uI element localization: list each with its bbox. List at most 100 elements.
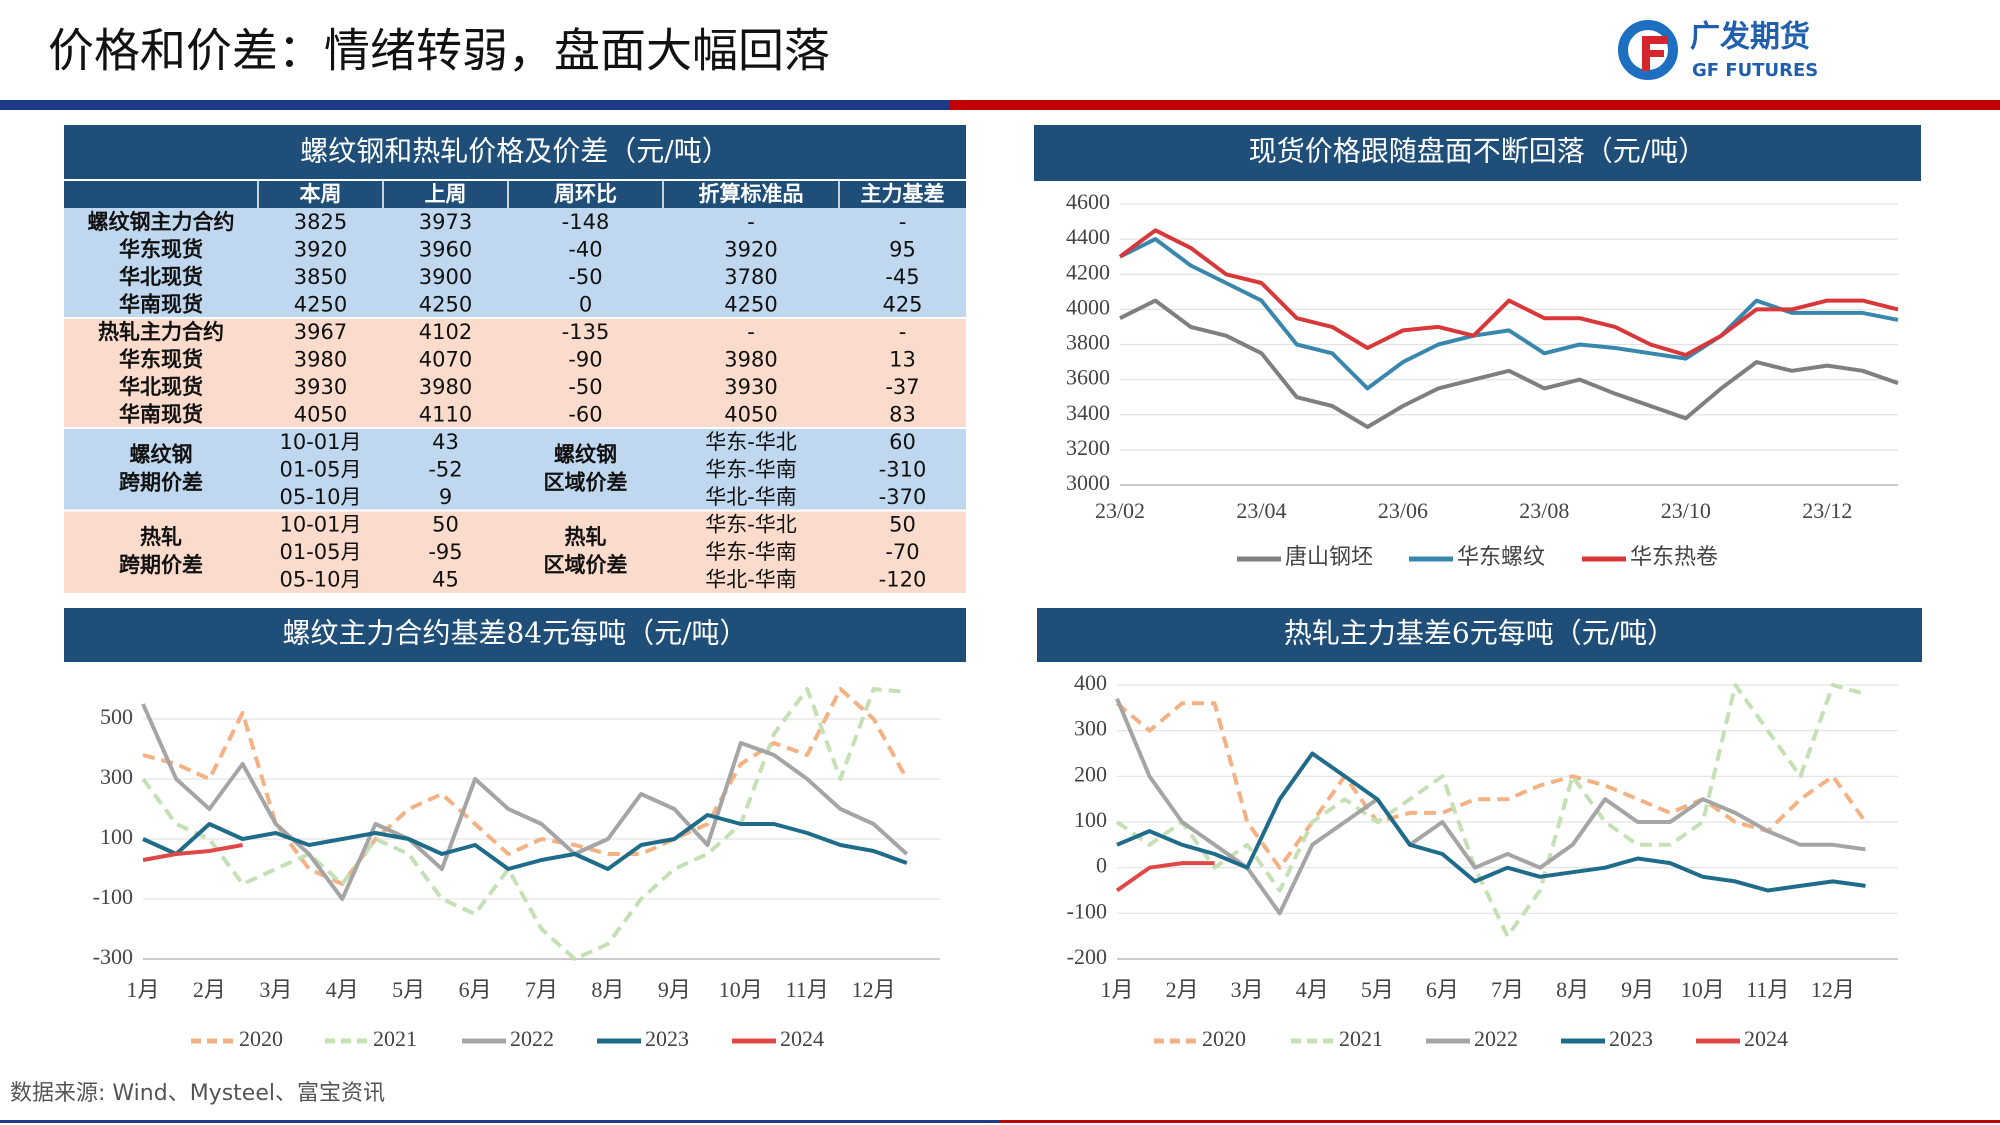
- chart-title: 热轧主力基差6元每吨（元/吨）: [1284, 617, 1675, 650]
- block-label: 区域价差: [544, 553, 628, 577]
- table-cell: 10-01月: [279, 512, 361, 536]
- row-label: 华北现货: [119, 375, 203, 399]
- logo-en: GF FUTURES: [1692, 60, 1818, 81]
- table-cell: 3980: [419, 375, 472, 399]
- table-row-bg: [64, 263, 966, 291]
- chart-title-band: [1034, 125, 1921, 181]
- table-cell: 50: [432, 512, 459, 536]
- y-tick-label: 300: [100, 764, 133, 789]
- table-cell: 3825: [294, 210, 347, 234]
- table-cell: 05-10月: [279, 567, 361, 591]
- table-cell: 4110: [419, 402, 472, 426]
- y-tick-label: 500: [100, 704, 133, 729]
- series-line: [142, 843, 243, 862]
- series-line: [1115, 861, 1215, 893]
- block-label: 跨期价差: [119, 553, 203, 577]
- legend-label: 2021: [373, 1026, 417, 1051]
- table-title: 螺纹钢和热轧价格及价差（元/吨）: [300, 135, 729, 168]
- row-label: 华东现货: [119, 237, 203, 261]
- x-tick-label: 5月: [1361, 977, 1394, 1002]
- chart-title-band: [64, 608, 966, 662]
- table-cell: -45: [885, 265, 919, 289]
- table-cell: 3920: [724, 237, 777, 261]
- x-tick-label: 2月: [1166, 977, 1199, 1002]
- column-header: 周环比: [554, 182, 617, 206]
- x-tick-label: 6月: [1426, 977, 1459, 1002]
- table-cell: 3920: [294, 237, 347, 261]
- block-label: 螺纹钢: [554, 442, 617, 466]
- x-tick-label: 23/06: [1378, 498, 1428, 523]
- table-cell: 华北-华南: [705, 485, 797, 509]
- x-tick-label: 1月: [126, 977, 159, 1002]
- table-cell: 3930: [724, 375, 777, 399]
- legend-label: 唐山钢坯: [1285, 544, 1373, 569]
- series-line: [1116, 751, 1866, 893]
- table-cell: -120: [879, 567, 927, 591]
- row-label: 华东现货: [119, 347, 203, 371]
- x-tick-label: 11月: [786, 977, 829, 1002]
- table-cell: 3900: [419, 265, 472, 289]
- y-tick-label: -300: [93, 944, 133, 969]
- series-line: [1115, 683, 1867, 939]
- table-cell: 10-01月: [279, 430, 361, 454]
- block-label: 跨期价差: [119, 470, 203, 494]
- table-cell: 45: [432, 567, 459, 591]
- x-tick-label: 1月: [1100, 977, 1133, 1002]
- table-row-bg: [64, 400, 966, 428]
- y-tick-label: 300: [1074, 716, 1107, 741]
- block-label: 螺纹钢: [130, 442, 193, 466]
- table-cell: -40: [568, 237, 602, 261]
- legend-label: 2020: [1202, 1026, 1246, 1051]
- y-tick-label: -200: [1067, 944, 1107, 969]
- legend-label: 2023: [645, 1026, 689, 1051]
- table-cell: 4070: [419, 347, 472, 371]
- table-row-bg: [64, 345, 966, 373]
- series-line: [1119, 298, 1899, 429]
- x-tick-label: 9月: [1621, 977, 1654, 1002]
- table-cell: -148: [562, 210, 610, 234]
- table-block-bg: [64, 510, 966, 593]
- top-bar-blue: [0, 100, 950, 110]
- y-tick-label: 0: [1096, 853, 1107, 878]
- legend-label: 华东热卷: [1630, 544, 1718, 569]
- column-header: 折算标准品: [699, 182, 804, 206]
- x-tick-label: 7月: [525, 977, 558, 1002]
- chart-title: 螺纹主力合约基差84元每吨（元/吨）: [282, 617, 747, 650]
- table-block-bg: [64, 428, 966, 511]
- table-cell: 13: [889, 347, 916, 371]
- logo-ring: [1618, 20, 1678, 80]
- x-tick-label: 23/10: [1661, 498, 1711, 523]
- row-label: 华北现货: [119, 265, 203, 289]
- table-cell: -50: [568, 265, 602, 289]
- table-header-row: [64, 181, 966, 208]
- legend-label: 2021: [1339, 1026, 1383, 1051]
- table-cell: -: [747, 320, 755, 344]
- legend-label: 2024: [780, 1026, 824, 1051]
- table-title-band: [64, 125, 966, 179]
- table-cell: -90: [568, 347, 602, 371]
- table-row-bg: [64, 290, 966, 318]
- y-tick-label: 3800: [1066, 330, 1110, 355]
- x-tick-label: 23/04: [1236, 498, 1286, 523]
- table-cell: 50: [889, 512, 916, 536]
- y-tick-label: 4400: [1066, 224, 1110, 249]
- table-row-bg: [64, 373, 966, 401]
- row-label: 华南现货: [119, 292, 203, 316]
- table-cell: 4250: [724, 292, 777, 316]
- table-cell: 华东-华北: [705, 430, 797, 454]
- table-cell: -: [899, 210, 907, 234]
- x-tick-label: 7月: [1491, 977, 1524, 1002]
- series-line: [142, 813, 908, 871]
- legend-label: 华东螺纹: [1457, 544, 1545, 569]
- source-note: 数据来源: Wind、Mysteel、富宝资讯: [10, 1081, 385, 1106]
- logo-cn: 广发期货: [1690, 20, 1810, 55]
- series-line: [142, 687, 909, 886]
- chart-title-band: [1037, 608, 1922, 662]
- x-tick-label: 23/12: [1802, 498, 1852, 523]
- y-tick-label: 3200: [1066, 435, 1110, 460]
- x-tick-label: 9月: [658, 977, 691, 1002]
- table-cell: 83: [889, 402, 916, 426]
- table-cell: 4250: [419, 292, 472, 316]
